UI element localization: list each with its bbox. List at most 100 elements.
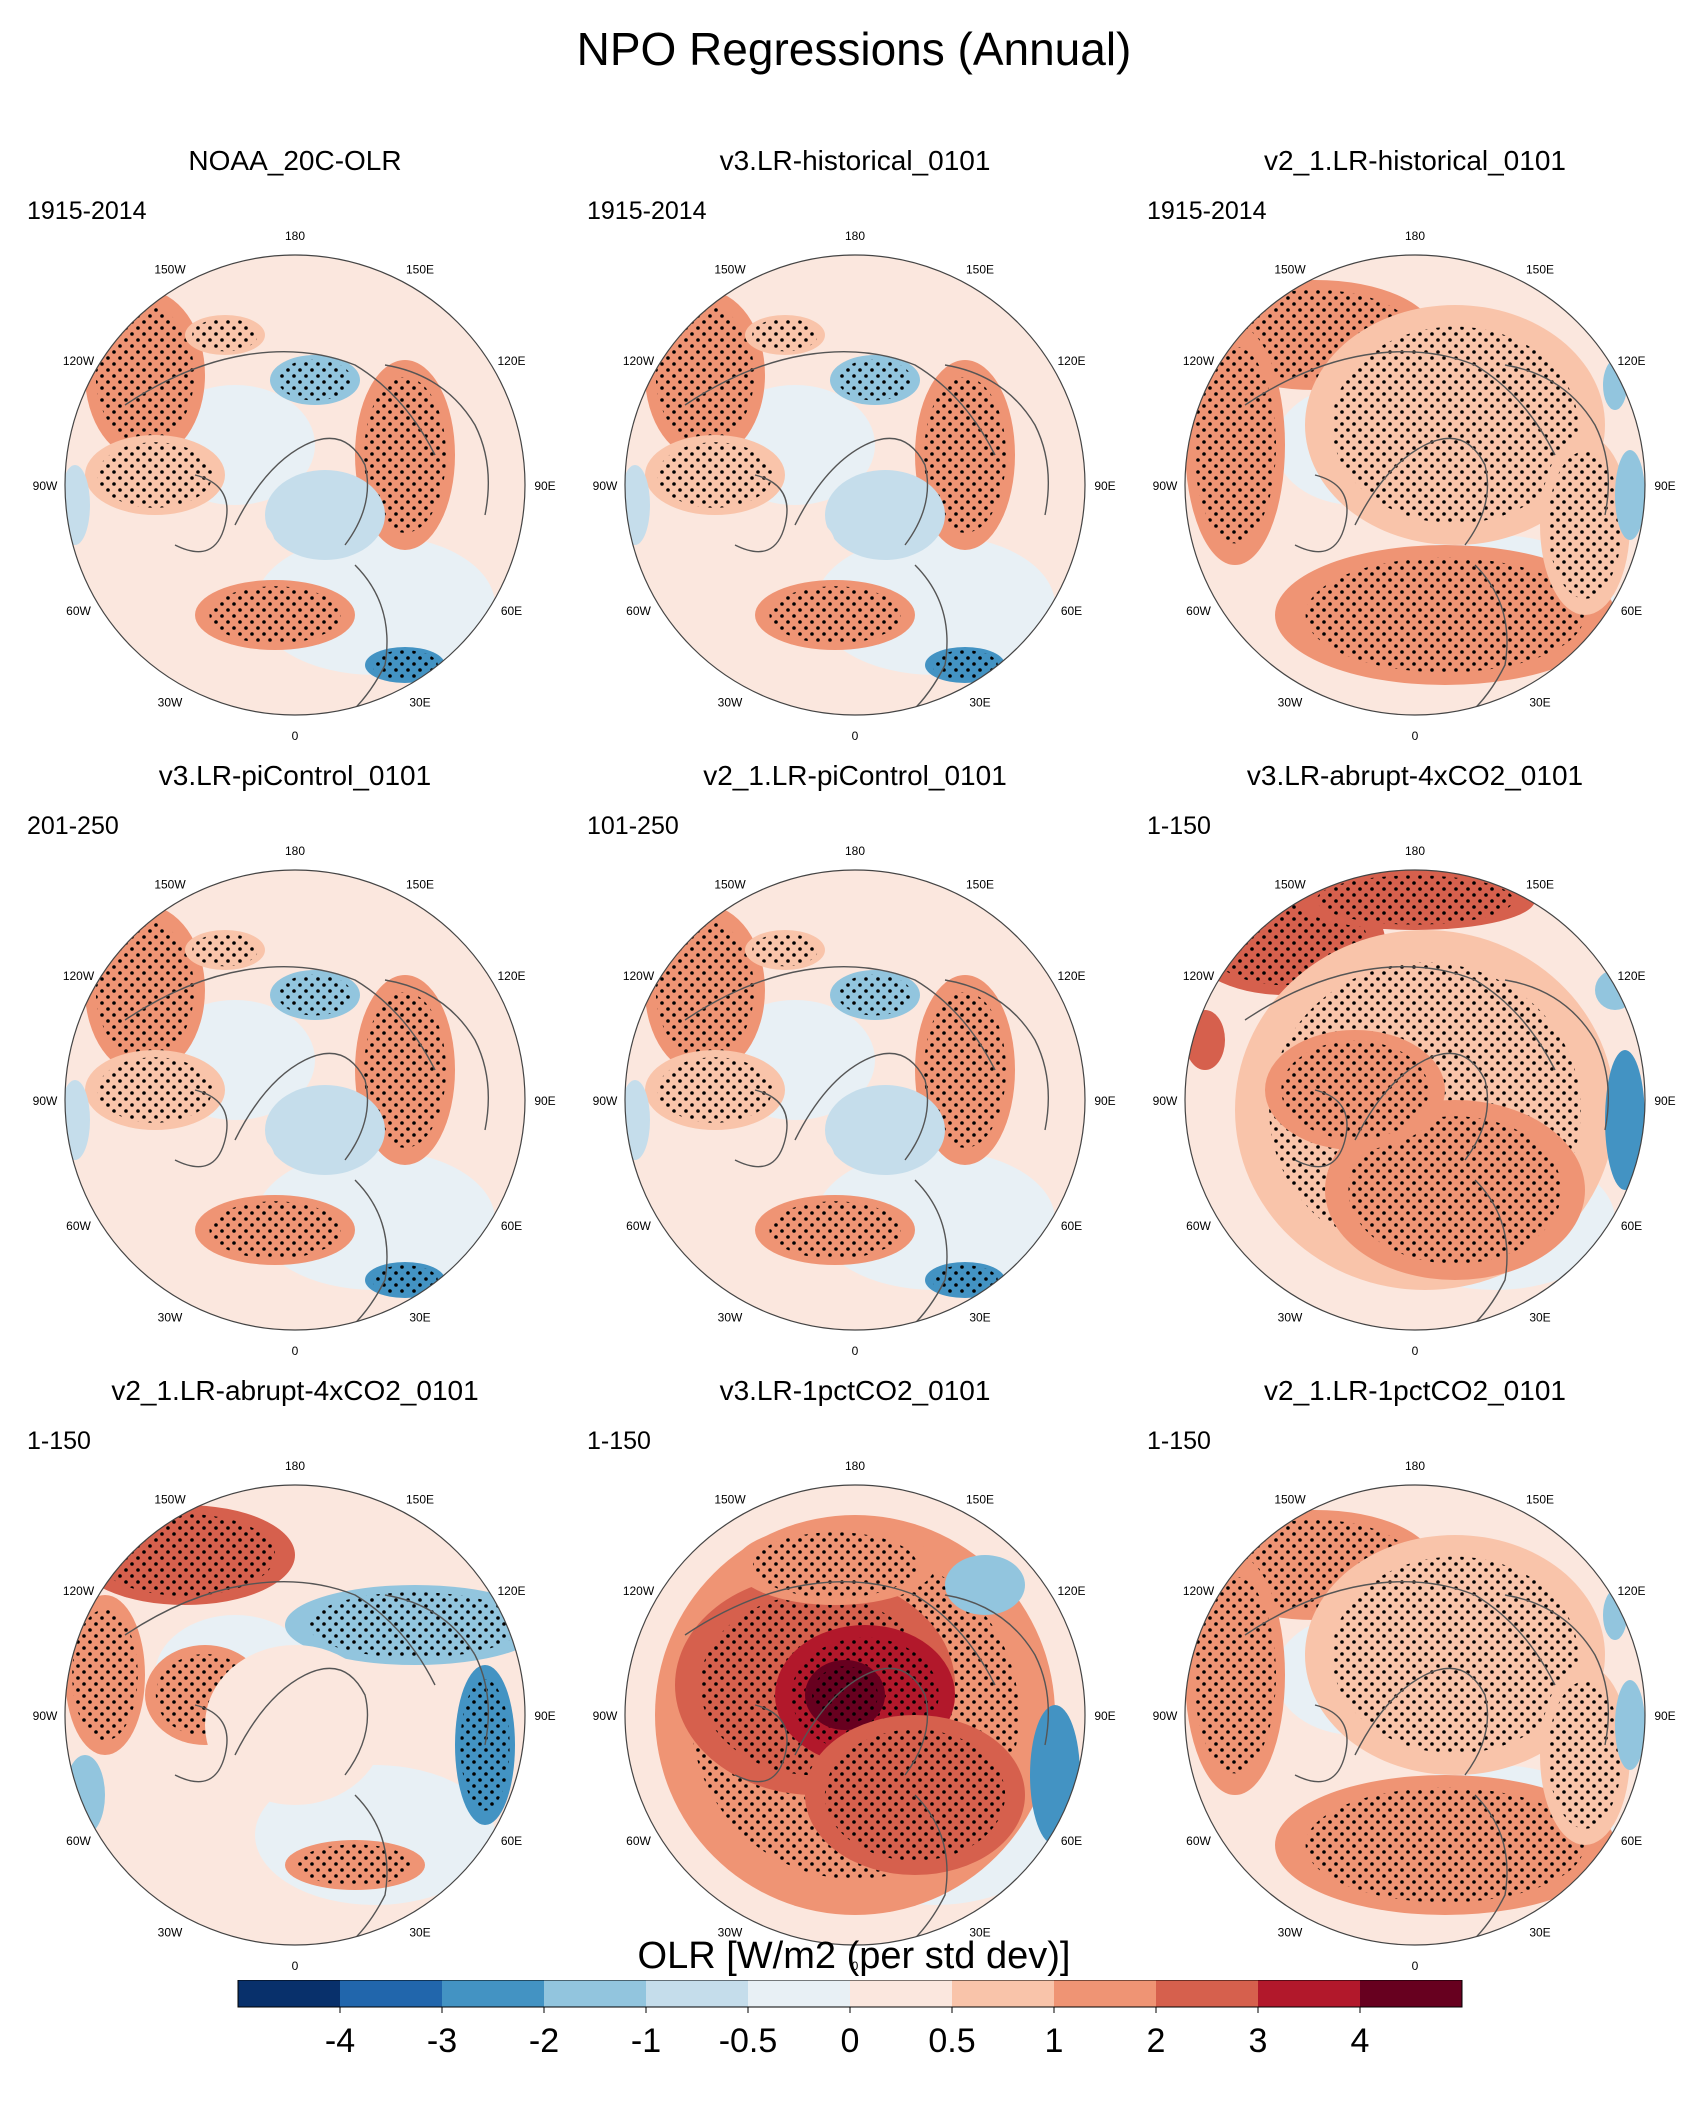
longitude-label: 60W — [1186, 1219, 1211, 1233]
longitude-label: 0 — [852, 729, 859, 743]
polar-map: 180 150E 120E 90E 60E 30E 0 30W 60W 90W 120W 150W — [33, 229, 556, 743]
longitude-label: 150W — [1274, 263, 1306, 277]
polar-map: 180 150E 120E 90E 60E 30E 0 30W 60W 90W 120W 150W — [593, 844, 1116, 1358]
colorbar-swatch — [1156, 1980, 1259, 2007]
longitude-label: 0 — [1412, 1959, 1419, 1973]
colorbar-swatch — [748, 1980, 851, 2007]
longitude-label: 90E — [534, 1094, 555, 1108]
panel-period: 1915-2014 — [1147, 197, 1267, 225]
longitude-label: 30W — [158, 1311, 183, 1325]
longitude-label: 120E — [1617, 1584, 1645, 1598]
panel-period: 1-150 — [587, 1427, 651, 1455]
significance-stipple — [932, 1265, 998, 1295]
significance-stipple — [1281, 1040, 1429, 1140]
significance-stipple — [769, 586, 901, 644]
colorbar-tick-label: 3 — [1249, 2022, 1268, 2060]
anomaly-region — [265, 470, 385, 560]
longitude-label: 0 — [852, 1959, 859, 1973]
longitude-label: 180 — [285, 229, 305, 243]
anomaly-region — [265, 1085, 385, 1175]
significance-stipple — [838, 974, 912, 1016]
longitude-label: 30E — [1529, 1311, 1550, 1325]
longitude-label: 0 — [292, 1959, 299, 1973]
longitude-label: 120W — [623, 354, 655, 368]
longitude-label: 30W — [718, 1926, 743, 1940]
longitude-label: 60W — [66, 604, 91, 618]
longitude-label: 90E — [1094, 479, 1115, 493]
longitude-label: 90W — [593, 1709, 618, 1723]
longitude-label: 60E — [1621, 604, 1642, 618]
anomaly-region — [945, 1555, 1025, 1615]
significance-stipple — [655, 920, 755, 1060]
longitude-label: 90W — [33, 1709, 58, 1723]
significance-stipple — [372, 650, 438, 680]
colorbar-swatch — [850, 1980, 953, 2007]
anomaly-region — [825, 1085, 945, 1175]
significance-stipple — [209, 586, 341, 644]
longitude-label: 150E — [1526, 263, 1554, 277]
longitude-label: 150W — [154, 878, 186, 892]
polar-map: 180 150E 120E 90E 60E 30E 0 30W 60W 90W 120W 150W — [1153, 1459, 1676, 1973]
longitude-label: 30W — [158, 696, 183, 710]
colorbar-swatch — [1054, 1980, 1157, 2007]
longitude-label: 120E — [497, 1584, 525, 1598]
longitude-label: 180 — [845, 229, 865, 243]
significance-stipple — [1305, 1787, 1585, 1903]
anomaly-region — [625, 1080, 650, 1160]
longitude-label: 90W — [593, 1094, 618, 1108]
polar-map: 180 150E 120E 90E 60E 30E 0 30W 60W 90W 120W 150W — [593, 229, 1116, 743]
significance-stipple — [297, 1844, 413, 1886]
colorbar-tick-label: -2 — [529, 2022, 559, 2060]
longitude-label: 90W — [593, 479, 618, 493]
colorbar-swatch — [544, 1980, 647, 2007]
longitude-label: 0 — [292, 729, 299, 743]
longitude-label: 90W — [1153, 1094, 1178, 1108]
longitude-label: 180 — [845, 844, 865, 858]
longitude-label: 60E — [501, 604, 522, 618]
longitude-label: 0 — [852, 1344, 859, 1358]
significance-stipple — [769, 1201, 901, 1259]
significance-stipple — [278, 974, 352, 1016]
panel-period: 1915-2014 — [587, 197, 707, 225]
longitude-label: 120E — [1617, 354, 1645, 368]
longitude-label: 120E — [1057, 969, 1085, 983]
significance-stipple — [364, 377, 446, 533]
significance-stipple — [97, 1057, 213, 1123]
colorbar-title: OLR [W/m2 (per std dev)] — [637, 1935, 1071, 1977]
longitude-label: 30E — [1529, 696, 1550, 710]
panel-period: 1-150 — [27, 1427, 91, 1455]
significance-stipple — [94, 1514, 276, 1596]
longitude-label: 180 — [285, 844, 305, 858]
longitude-label: 120E — [1057, 1584, 1085, 1598]
longitude-label: 90W — [33, 1094, 58, 1108]
colorbar-swatch — [238, 1980, 341, 2007]
colorbar-tick-label: -0.5 — [719, 2022, 778, 2060]
longitude-label: 60E — [1061, 604, 1082, 618]
longitude-label: 120W — [63, 354, 95, 368]
longitude-label: 30W — [718, 1311, 743, 1325]
panel-period: 201-250 — [27, 812, 119, 840]
colorbar-tick-label: -3 — [427, 2022, 457, 2060]
significance-stipple — [95, 920, 195, 1060]
significance-stipple — [932, 650, 998, 680]
significance-stipple — [308, 1592, 522, 1658]
longitude-label: 120W — [63, 969, 95, 983]
significance-stipple — [372, 1265, 438, 1295]
anomaly-region — [625, 465, 650, 545]
longitude-label: 30W — [158, 1926, 183, 1940]
longitude-label: 0 — [1412, 729, 1419, 743]
anomaly-region — [755, 515, 835, 575]
longitude-label: 60E — [501, 1219, 522, 1233]
significance-stipple — [924, 992, 1006, 1148]
longitude-label: 30W — [1278, 1311, 1303, 1325]
map-boundary — [624, 1484, 1086, 1946]
longitude-label: 120E — [1057, 354, 1085, 368]
polar-map: 180 150E 120E 90E 60E 30E 0 30W 60W 90W 120W 150W — [33, 844, 556, 1358]
polar-map: 180 150E 120E 90E 60E 30E 0 30W 60W 90W 120W 150W — [33, 1459, 556, 1973]
polar-map: 180 150E 120E 90E 60E 30E 0 30W 60W 90W 120W 150W — [1153, 229, 1676, 743]
map-boundary — [1184, 254, 1646, 716]
map-boundary — [624, 254, 1086, 716]
significance-stipple — [364, 992, 446, 1148]
anomaly-region — [1605, 1050, 1645, 1190]
significance-stipple — [209, 1201, 341, 1259]
